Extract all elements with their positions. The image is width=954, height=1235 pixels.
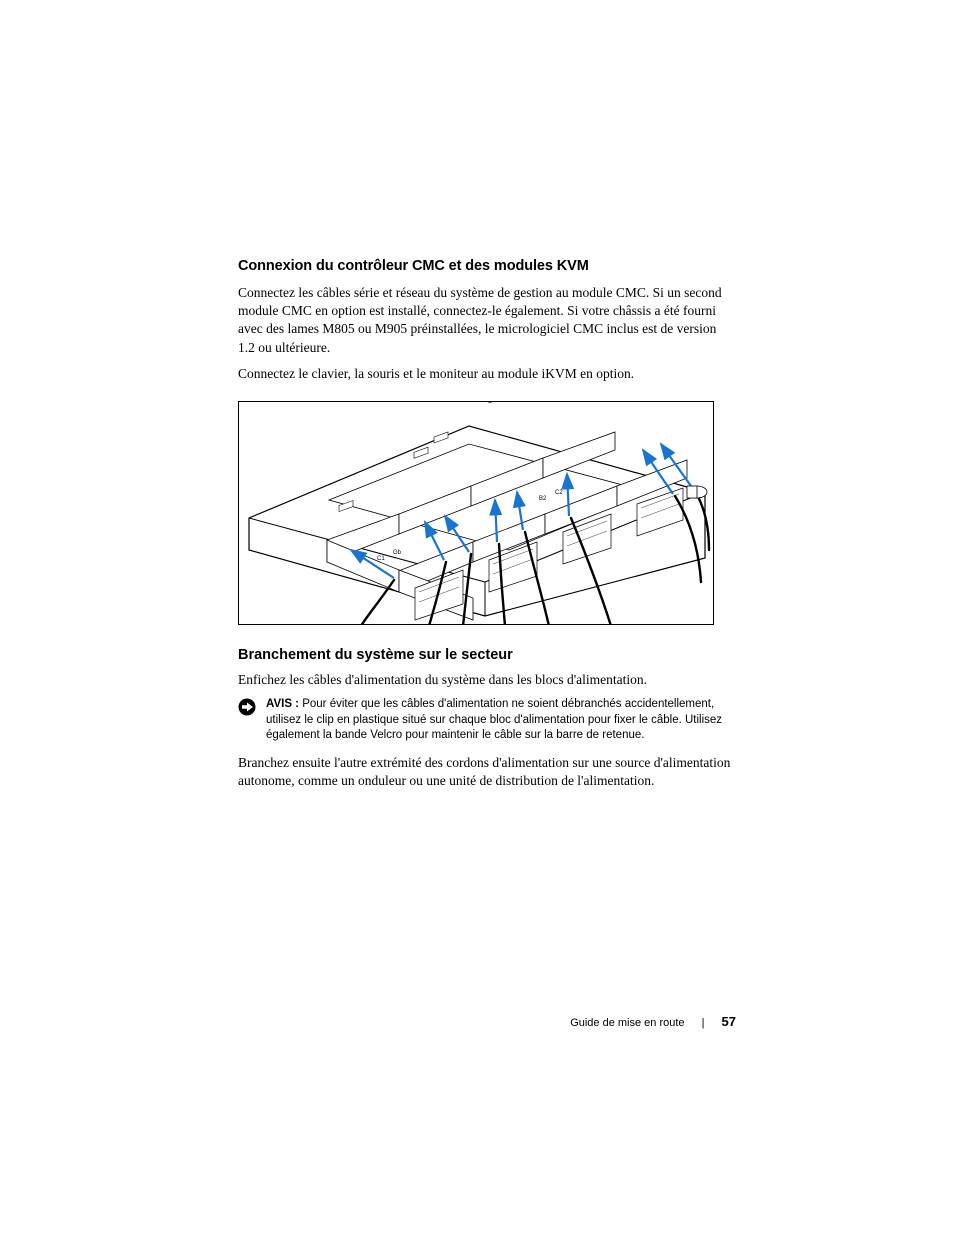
section2-heading: Branchement du système sur le secteur [238, 647, 736, 663]
avis-notice: AVIS : Pour éviter que les câbles d'alim… [238, 697, 736, 744]
avis-body: Pour éviter que les câbles d'alimentatio… [266, 698, 722, 741]
label-gb: Gb [393, 550, 402, 556]
avis-label: AVIS : [266, 698, 299, 710]
section1-para1: Connectez les câbles série et réseau du … [238, 284, 736, 357]
avis-text-block: AVIS : Pour éviter que les câbles d'alim… [266, 697, 736, 744]
page-footer: Guide de mise en route | 57 [570, 1014, 736, 1029]
footer-page-number: 57 [722, 1014, 736, 1029]
footer-separator: | [702, 1017, 705, 1029]
page-content: Connexion du contrôleur CMC et des modul… [0, 0, 954, 790]
diagram-svg: C1 Gb B2 C2 [239, 402, 714, 625]
label-b2: B2 [539, 496, 547, 502]
label-c2: C2 [555, 490, 563, 496]
footer-doc-title: Guide de mise en route [570, 1017, 684, 1029]
section1-heading: Connexion du contrôleur CMC et des modul… [238, 258, 736, 274]
section2-para2: Branchez ensuite l'autre extrémité des c… [238, 754, 736, 790]
connection-diagram: C1 Gb B2 C2 [238, 401, 714, 625]
section2-para1: Enfichez les câbles d'alimentation du sy… [238, 671, 736, 689]
label-c1: C1 [377, 556, 385, 562]
notice-arrow-icon [238, 698, 256, 716]
section1-para2: Connectez le clavier, la souris et le mo… [238, 365, 736, 383]
